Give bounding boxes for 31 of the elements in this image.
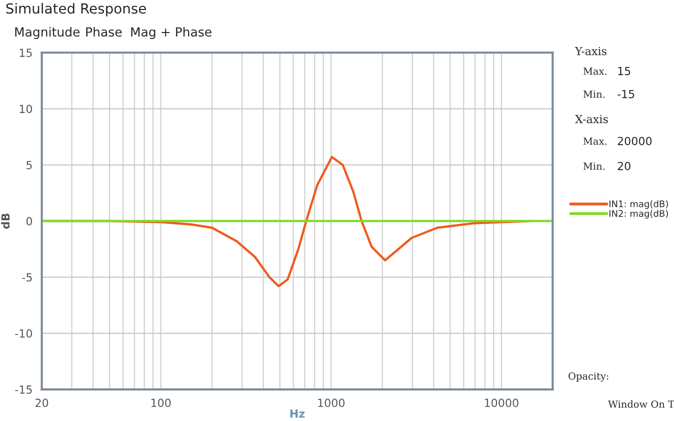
text: Y-axis [574, 46, 606, 56]
y-tick-label: -15 [15, 386, 32, 394]
y-tick-label: 15 [20, 48, 32, 58]
x-axis-title: Hz [290, 410, 305, 418]
text: 15 [618, 66, 630, 76]
text: Phase [86, 26, 122, 37]
y-tick-label: 0 [26, 217, 32, 226]
text: Min. [583, 162, 605, 170]
text: Window On T [608, 400, 674, 408]
text: 20000 [618, 136, 652, 146]
x-tick-label: 1000 [318, 398, 345, 408]
x-tick-label: 10000 [484, 398, 518, 408]
legend-label: IN2: mag(dB) [609, 210, 668, 219]
text: Mag + Phase [131, 26, 212, 40]
x-tick-label: 20 [36, 398, 48, 408]
text: Min. [583, 90, 605, 98]
y-tick-label: 5 [26, 161, 32, 170]
y-axis-title: dB [1, 214, 10, 229]
text: Max. [583, 68, 606, 75]
text: Magnitude [15, 26, 80, 40]
y-tick-label: -10 [15, 329, 32, 338]
text: 20 [618, 162, 630, 170]
chart-title: Simulated Response [6, 2, 146, 16]
y-tick-label: 10 [20, 104, 32, 114]
y-tick-label: -5 [22, 273, 32, 282]
legend-label: IN1: mag(dB) [609, 200, 668, 210]
text: Opacity: [568, 372, 608, 382]
text: X-axis [575, 114, 608, 124]
text: -15 [618, 90, 634, 98]
x-tick-label: 100 [151, 398, 171, 408]
text: Max. [583, 138, 606, 145]
